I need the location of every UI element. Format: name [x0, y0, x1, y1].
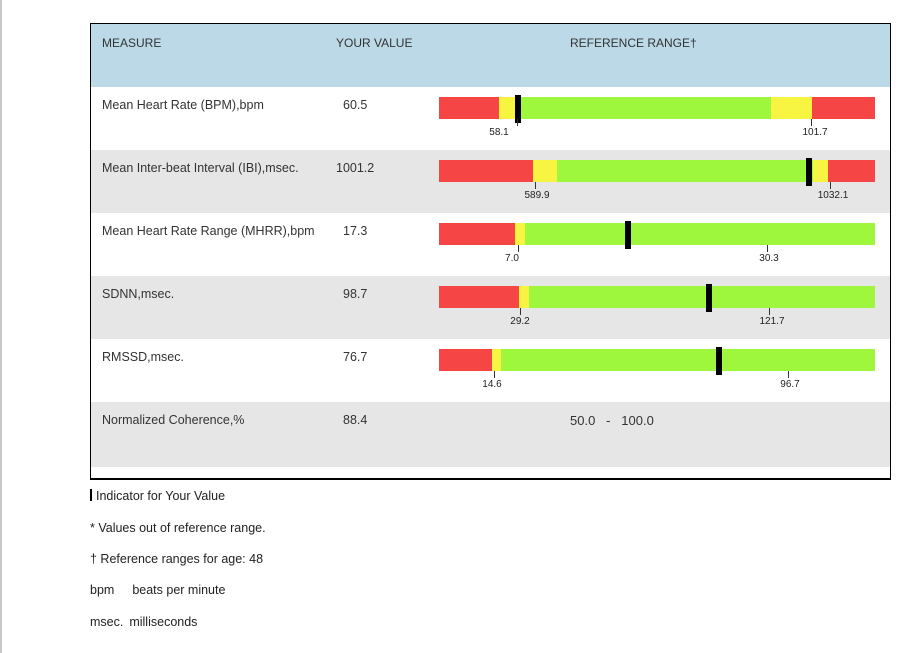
age-note-prefix: † Reference ranges for age: [90, 552, 250, 566]
your-value: 60.5 [343, 98, 368, 112]
left-border-line [0, 0, 2, 653]
borderline-low-segment [515, 223, 525, 245]
your-value: 88.4 [343, 413, 368, 427]
reference-range-bar: 589.9 1032.1 [439, 158, 875, 201]
measure-label: Mean Inter-beat Interval (IBI),msec. [102, 161, 299, 175]
table-row: RMSSD,msec. 76.7 14.6 96.7 [91, 339, 890, 402]
bpm-definition: beats per minute [132, 583, 226, 597]
low-tick [517, 119, 518, 126]
table-row: Mean Inter-beat Interval (IBI),msec. 100… [91, 150, 890, 213]
bpm-abbreviation-note: bpm beats per minute [90, 583, 225, 597]
normal-range-segment [525, 223, 875, 245]
low-tick [520, 308, 521, 315]
borderline-low-segment [499, 97, 515, 119]
your-value-indicator [716, 347, 722, 375]
reference-range-bar: 7.0 30.3 [439, 221, 875, 264]
measure-label: SDNN,msec. [102, 287, 175, 301]
normal-range-segment [515, 97, 771, 119]
table-row: Mean Heart Rate (BPM),bpm 60.5 58.1 101.… [91, 87, 890, 150]
high-range-label: 1032.1 [817, 190, 849, 201]
high-tick [830, 182, 831, 189]
high-tick [767, 245, 768, 252]
high-range-label: 30.3 [759, 253, 779, 264]
your-value-indicator [706, 284, 712, 312]
low-tick [518, 245, 519, 252]
measure-label: Normalized Coherence,% [102, 413, 245, 427]
table-row: Normalized Coherence,% 88.4 50.0 - 100.0 [91, 402, 890, 467]
age-value: 48 [249, 552, 264, 566]
header-your-value: YOUR VALUE [336, 36, 413, 50]
high-tick [811, 119, 812, 126]
bpm-abbreviation: bpm [90, 583, 115, 597]
low-tick [494, 371, 495, 378]
measure-label: RMSSD,msec. [102, 350, 184, 364]
normal-range-segment [557, 160, 813, 182]
normal-range-segment [529, 286, 875, 308]
high-range-label: 121.7 [759, 316, 785, 327]
low-range-label: 7.0 [505, 253, 519, 264]
header-reference-range: REFERENCE RANGE† [570, 36, 697, 50]
out-of-range-high-segment [828, 160, 875, 182]
borderline-low-segment [519, 286, 529, 308]
reference-range-bar: 29.2 121.7 [439, 284, 875, 327]
out-of-range-low-segment [439, 97, 499, 119]
low-range-label: 14.6 [482, 379, 502, 390]
low-range-label: 589.9 [524, 190, 550, 201]
msec-definition: milliseconds [129, 615, 198, 629]
reference-range-bar: 58.1 101.7 [439, 95, 875, 138]
out-of-range-low-segment [439, 223, 515, 245]
borderline-high-segment [771, 97, 812, 119]
high-tick [788, 371, 789, 378]
your-value-indicator [625, 221, 631, 249]
out-of-range-high-segment [812, 97, 875, 119]
table-header: MEASURE YOUR VALUE REFERENCE RANGE† [91, 24, 890, 87]
borderline-low-segment [492, 349, 501, 371]
msec-abbreviation-note: msec. milliseconds [90, 615, 197, 629]
msec-abbreviation: msec. [90, 615, 124, 629]
your-value-indicator [806, 158, 812, 186]
out-of-range-low-segment [439, 160, 533, 182]
hrv-results-table: MEASURE YOUR VALUE REFERENCE RANGE† Mean… [90, 23, 891, 480]
high-range-label: 96.7 [780, 379, 800, 390]
your-value: 76.7 [343, 350, 368, 364]
reference-range-bar: 14.6 96.7 [439, 347, 875, 390]
reference-range-text: 50.0 - 100.0 [570, 413, 654, 428]
borderline-low-segment [533, 160, 557, 182]
measure-label: Mean Heart Rate (BPM),bpm [102, 98, 264, 112]
low-range-label: 29.2 [510, 316, 530, 327]
high-range-label: 101.7 [802, 127, 828, 138]
legend-indicator-note: Indicator for Your Value [90, 489, 225, 503]
indicator-legend-icon [90, 489, 92, 501]
indicator-note-text: Indicator for Your Value [96, 489, 226, 503]
header-measure: MEASURE [102, 36, 162, 50]
high-tick [769, 308, 770, 315]
your-value-indicator [515, 95, 521, 123]
age-note: † Reference ranges for age: 48 [90, 552, 263, 566]
low-range-label: 58.1 [489, 127, 509, 138]
table-row: SDNN,msec. 98.7 29.2 121.7 [91, 276, 890, 339]
out-of-range-note: * Values out of reference range. [90, 521, 266, 535]
out-of-range-low-segment [439, 286, 519, 308]
your-value: 1001.2 [336, 161, 375, 175]
your-value: 17.3 [343, 224, 368, 238]
low-tick [535, 182, 536, 189]
your-value: 98.7 [343, 287, 368, 301]
table-row: Mean Heart Rate Range (MHRR),bpm 17.3 7.… [91, 213, 890, 276]
borderline-high-segment [813, 160, 828, 182]
normal-range-segment [501, 349, 875, 371]
measure-label: Mean Heart Rate Range (MHRR),bpm [102, 224, 315, 238]
out-of-range-low-segment [439, 349, 492, 371]
